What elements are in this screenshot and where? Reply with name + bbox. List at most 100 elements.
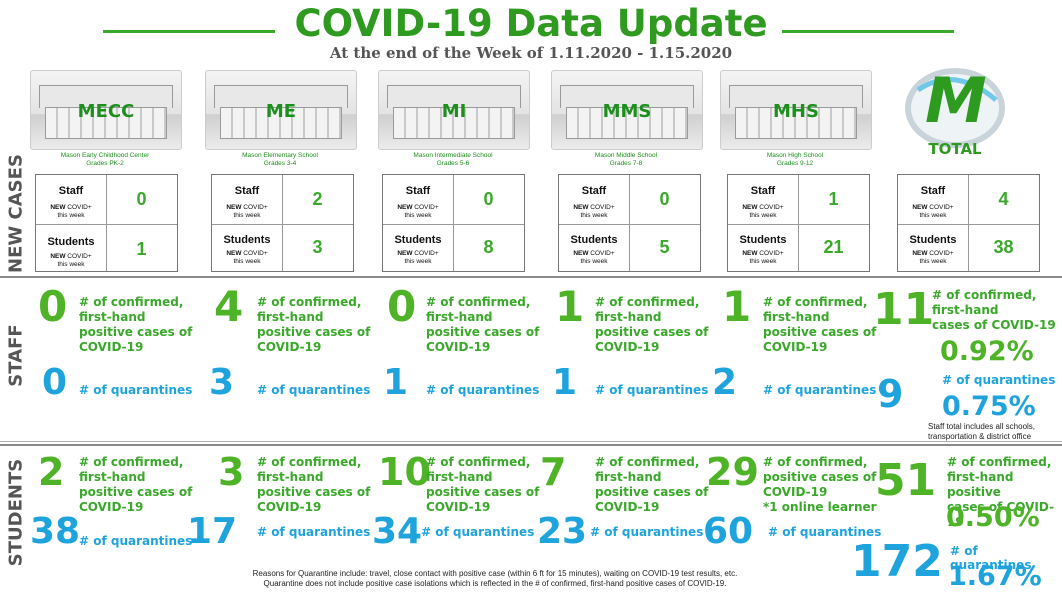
school-grades: Grades PK-2 — [86, 160, 124, 167]
school-building-image: MMS — [551, 70, 703, 150]
total-confirmed-label: # of confirmed, first-hand positive cases … — [947, 455, 1055, 529]
quarantines-label: # of quarantines — [590, 525, 704, 539]
students-new-cases: 38 — [993, 237, 1014, 257]
confirmed-label: # of confirmed, first-hand positive cases … — [257, 455, 371, 514]
students-quarantine-count: 34 — [372, 511, 423, 552]
total-logo: M TOTAL — [900, 60, 1010, 170]
this-week-label: this week — [749, 258, 777, 265]
page-title: COVID-19 Data Update — [294, 2, 768, 45]
page-subtitle: At the end of the Week of 1.11.2020 - 1.… — [329, 44, 733, 62]
staff-confirmed-count: 1 — [555, 282, 585, 331]
students-quarantine-count: 23 — [537, 511, 588, 552]
students-new-cases: 3 — [312, 237, 323, 257]
this-week-label: this week — [580, 258, 608, 265]
new-cases-card-mhs: Staff NEW COVID+ this week 1 Students NE… — [727, 174, 870, 272]
staff-new-cases: 0 — [136, 189, 147, 209]
new-covid-label: NEW COVID+ — [226, 204, 268, 211]
school-column-me: ME Mason Elementary School Grades 3-4 — [205, 70, 357, 168]
school-column-mms: MMS Mason Middle School Grades 7-8 — [551, 70, 703, 168]
quarantines-label: # of quarantines — [257, 383, 371, 397]
school-grades: Grades 7-8 — [609, 160, 643, 167]
staff-label: Staff — [920, 185, 946, 197]
students-label: Students — [394, 234, 442, 246]
quarantine-footnote: Reasons for Quarantine include: travel, … — [252, 569, 738, 588]
confirmed-label: # of confirmed, positive cases of COVID-19… — [763, 455, 877, 514]
staff-total-confirmed-pct: 0.92% — [940, 336, 1034, 367]
staff-quarantine-count: 0 — [42, 362, 68, 403]
new-covid-label: NEW COVID+ — [573, 250, 615, 257]
staff-total-quarantines-pct: 0.75% — [942, 391, 1036, 422]
confirmed-label: # of confirmed, first-hand positive cases … — [426, 295, 540, 354]
staff-quarantine-count: 2 — [712, 362, 738, 403]
title-rule-left — [103, 30, 275, 33]
students-confirmed-count: 2 — [38, 450, 65, 494]
new-covid-label: NEW COVID+ — [397, 204, 439, 211]
new-covid-label: NEW COVID+ — [912, 250, 954, 257]
school-code: MMS — [602, 101, 652, 122]
new-covid-label: NEW COVID+ — [50, 253, 92, 260]
this-week-label: this week — [233, 258, 261, 265]
confirmed-label: # of confirmed, first-hand positive cases … — [79, 455, 193, 514]
school-grades: Grades 3-4 — [263, 160, 297, 167]
new-cases-card-mi: Staff NEW COVID+ this week 0 Students NE… — [382, 174, 525, 272]
confirmed-label: # of confirmed, first-hand positive cases … — [79, 295, 193, 354]
students-confirmed-count: 7 — [540, 450, 567, 494]
divider-staff — [0, 444, 1062, 446]
this-week-label: this week — [919, 212, 947, 219]
students-label: Students — [909, 234, 957, 246]
students-quarantine-count: 60 — [703, 511, 754, 552]
students-quarantine-count: 17 — [187, 511, 238, 552]
quarantines-label: # of quarantines — [79, 534, 193, 548]
confirmed-label: # of confirmed, first-hand positive cases … — [595, 455, 709, 514]
staff-total-confirmed: 11 — [873, 284, 935, 335]
confirmed-label: # of confirmed, first-hand positive cases … — [426, 455, 540, 514]
new-covid-label: NEW COVID+ — [226, 250, 268, 257]
this-week-label: this week — [919, 258, 947, 265]
students-label: Students — [47, 236, 95, 248]
students-confirmed-count: 29 — [706, 450, 759, 494]
new-cases-card-total: Staff NEW COVID+ this week 4 Students NE… — [897, 174, 1040, 272]
school-grades: Grades 5-6 — [436, 160, 470, 167]
mason-m-logo-icon — [905, 68, 1005, 148]
staff-label: Staff — [234, 185, 260, 197]
quarantines-label: # of quarantines — [257, 525, 371, 539]
school-building-image: MECC — [30, 70, 182, 150]
staff-label: Staff — [58, 185, 84, 197]
total-label: TOTAL — [928, 140, 982, 158]
confirmed-label: # of confirmed, first-hand positive cases … — [257, 295, 371, 354]
row-label-students: STUDENTS — [5, 458, 27, 567]
students-label: Students — [223, 234, 271, 246]
school-code: MHS — [773, 101, 819, 122]
total-confirmed-label: # of confirmed, first-hand cases of COVID-… — [932, 288, 1056, 332]
divider-staff-top — [0, 441, 1062, 442]
staff-new-cases: 2 — [312, 189, 323, 209]
quarantines-label: # of quarantines — [763, 383, 877, 397]
quarantines-label: # of quarantines — [79, 383, 193, 397]
new-covid-label: NEW COVID+ — [573, 204, 615, 211]
students-confirmed-count: 3 — [218, 450, 245, 494]
staff-confirmed-count: 1 — [722, 282, 752, 331]
divider-new-cases — [0, 276, 1062, 278]
staff-new-cases: 0 — [483, 189, 494, 209]
staff-total-note: Staff total includes all schools, transpo… — [928, 422, 1036, 441]
this-week-label: this week — [57, 212, 85, 219]
total-quarantines-label: # of quarantines — [942, 373, 1056, 387]
school-code: MECC — [77, 101, 135, 122]
quarantines-label: # of quarantines — [768, 525, 882, 539]
school-name: Mason Intermediate School — [413, 152, 493, 159]
school-name: Mason High School — [766, 152, 824, 159]
staff-quarantine-count: 1 — [383, 362, 409, 403]
school-name: Mason Early Childhood Center — [60, 152, 150, 159]
staff-confirmed-count: 0 — [38, 282, 68, 331]
this-week-label: this week — [57, 261, 85, 268]
students-new-cases: 21 — [823, 237, 844, 257]
staff-total-quarantines: 9 — [877, 372, 904, 416]
new-covid-label: NEW COVID+ — [912, 204, 954, 211]
this-week-label: this week — [580, 212, 608, 219]
school-grades: Grades 9-12 — [776, 160, 814, 167]
school-building-image: MHS — [720, 70, 872, 150]
students-total-quarantines-pct: 1.67% — [948, 561, 1042, 592]
students-label: Students — [570, 234, 618, 246]
staff-confirmed-count: 4 — [214, 282, 244, 331]
school-name: Mason Middle School — [594, 152, 658, 159]
